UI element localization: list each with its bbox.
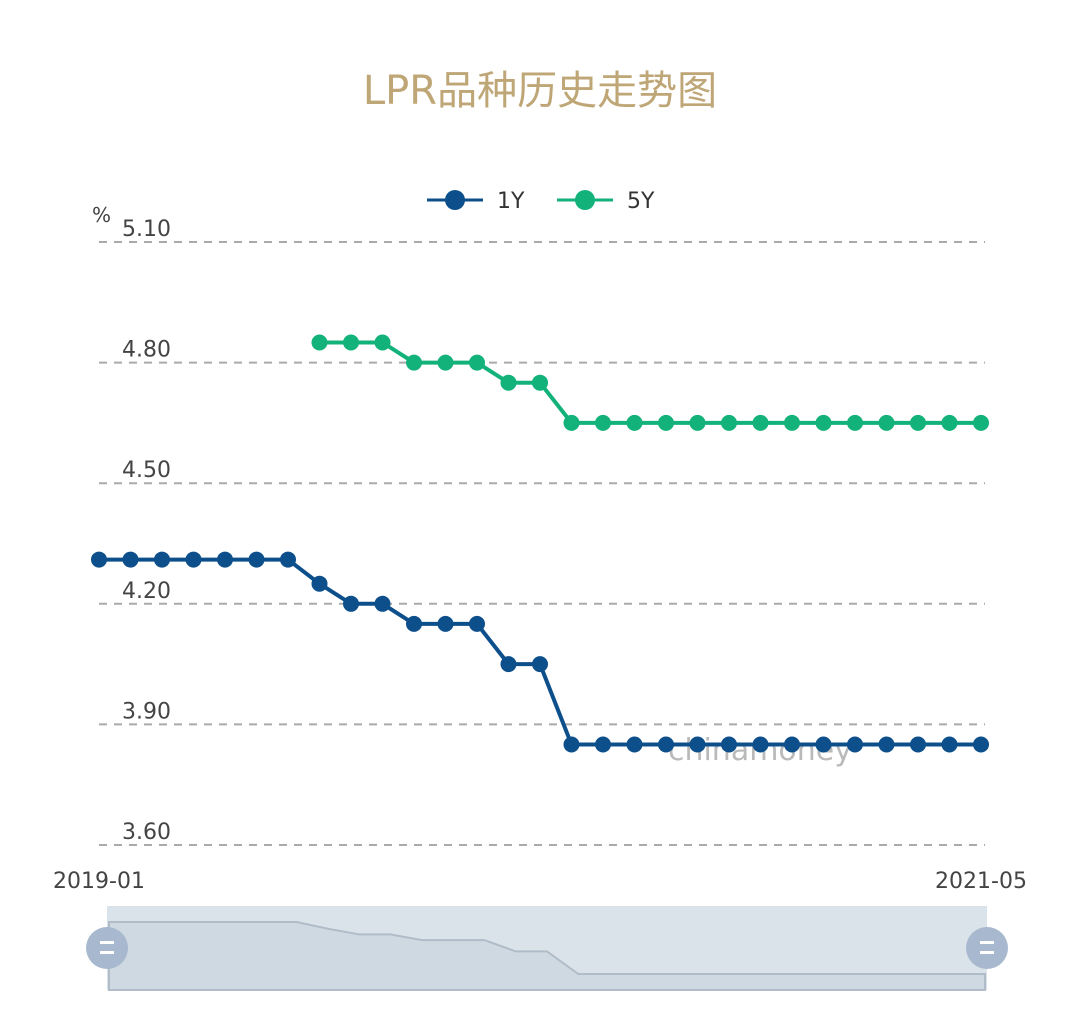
y-tick-label: 4.50 [122, 458, 171, 483]
data-point-5Y[interactable] [626, 414, 643, 431]
data-point-5Y[interactable] [469, 354, 485, 371]
data-point-1Y[interactable] [185, 551, 202, 568]
data-point-1Y[interactable] [374, 595, 391, 612]
slider-handle-left[interactable] [86, 927, 128, 969]
legend-marker [445, 190, 465, 210]
data-point-5Y[interactable] [721, 414, 737, 431]
legend-marker [575, 190, 595, 210]
data-point-1Y[interactable] [437, 615, 454, 632]
y-tick-label: 3.60 [122, 820, 171, 845]
data-point-5Y[interactable] [311, 334, 328, 351]
legend-item-1Y[interactable]: 1Y [427, 189, 525, 214]
data-point-1Y[interactable] [721, 736, 737, 753]
y-tick-label: 3.90 [122, 699, 171, 724]
x-tick-label: 2021-05 [935, 869, 1027, 894]
data-point-5Y[interactable] [563, 414, 580, 431]
y-tick-label: 4.80 [122, 338, 171, 363]
data-point-5Y[interactable] [500, 374, 517, 391]
slider-handle-right[interactable] [966, 927, 1008, 969]
data-point-1Y[interactable] [532, 656, 548, 673]
y-tick-label: 5.10 [122, 217, 171, 242]
data-point-1Y[interactable] [595, 736, 611, 753]
data-point-5Y[interactable] [815, 414, 832, 431]
data-point-1Y[interactable] [847, 736, 863, 753]
data-point-1Y[interactable] [784, 736, 800, 753]
data-point-5Y[interactable] [658, 414, 674, 431]
data-point-1Y[interactable] [154, 551, 170, 568]
data-point-5Y[interactable] [374, 334, 391, 351]
data-point-1Y[interactable] [815, 736, 832, 753]
data-point-1Y[interactable] [406, 615, 422, 632]
series-line-5Y [319, 340, 981, 425]
data-point-1Y[interactable] [217, 551, 233, 568]
legend-label: 1Y [497, 189, 525, 214]
zoom-slider[interactable] [86, 906, 1008, 991]
data-point-1Y[interactable] [343, 595, 359, 612]
data-point-5Y[interactable] [437, 354, 454, 371]
slider-preview-area [108, 921, 986, 991]
y-axis-unit: % [92, 203, 111, 227]
data-point-1Y[interactable] [563, 736, 580, 753]
data-point-5Y[interactable] [343, 334, 359, 351]
data-point-5Y[interactable] [784, 414, 800, 431]
data-point-5Y[interactable] [689, 414, 706, 431]
data-point-5Y[interactable] [752, 414, 769, 431]
legend-item-5Y[interactable]: 5Y [557, 189, 655, 214]
data-point-1Y[interactable] [500, 656, 517, 673]
y-tick-label: 4.20 [122, 579, 171, 604]
data-point-5Y[interactable] [847, 414, 863, 431]
data-point-1Y[interactable] [280, 551, 296, 568]
data-point-1Y[interactable] [910, 736, 926, 753]
data-point-1Y[interactable] [626, 736, 643, 753]
data-point-5Y[interactable] [878, 414, 895, 431]
series-line-1Y [99, 557, 981, 747]
data-point-1Y[interactable] [248, 551, 265, 568]
data-point-5Y[interactable] [532, 374, 548, 391]
data-point-1Y[interactable] [91, 551, 107, 568]
chart-title: LPR品种历史走势图 [362, 68, 718, 114]
data-point-5Y[interactable] [910, 414, 926, 431]
data-point-1Y[interactable] [469, 615, 485, 632]
data-point-5Y[interactable] [595, 414, 611, 431]
data-point-5Y[interactable] [973, 414, 989, 431]
data-point-1Y[interactable] [658, 736, 674, 753]
data-point-1Y[interactable] [878, 736, 895, 753]
legend-label: 5Y [627, 189, 655, 214]
data-point-5Y[interactable] [941, 414, 958, 431]
data-point-1Y[interactable] [973, 736, 989, 753]
data-point-1Y[interactable] [311, 575, 328, 592]
data-point-1Y[interactable] [122, 551, 139, 568]
data-point-1Y[interactable] [752, 736, 769, 753]
data-point-5Y[interactable] [406, 354, 422, 371]
x-tick-label: 2019-01 [53, 869, 145, 894]
data-point-1Y[interactable] [941, 736, 958, 753]
data-point-1Y[interactable] [689, 736, 706, 753]
